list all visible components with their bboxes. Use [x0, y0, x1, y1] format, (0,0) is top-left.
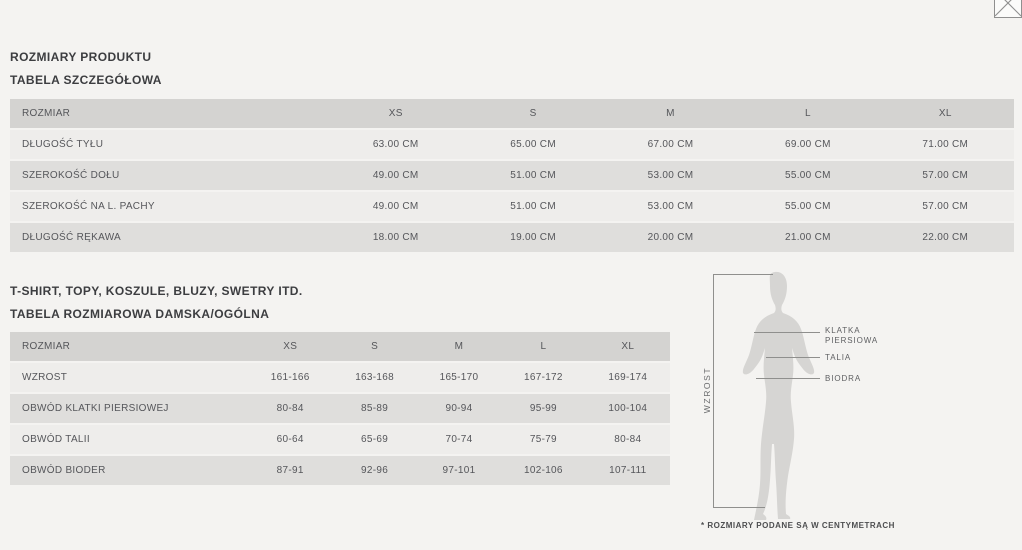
cell-value: 65-69	[361, 434, 389, 445]
cell-value: 49.00 CM	[372, 201, 419, 212]
cell-value: 18.00 CM	[372, 232, 419, 243]
cell-value: 69.00 CM	[785, 139, 831, 150]
cell-value: 67.00 CM	[647, 139, 694, 150]
chest-leader-line	[754, 332, 820, 333]
hips-leader-line	[756, 378, 820, 379]
cell-value: 97-101	[442, 465, 476, 476]
row-label: SZEROKOŚĆ DOŁU	[22, 170, 120, 181]
row-label: SZEROKOŚĆ NA L. PACHY	[22, 201, 155, 212]
cell-value: 75-79	[529, 434, 557, 445]
height-bracket-top-tick	[713, 274, 773, 275]
section2-title: T-SHIRT, TOPY, KOSZULE, BLUZY, SWETRY IT…	[10, 284, 303, 298]
row-label: OBWÓD BIODER	[22, 465, 106, 476]
column-header: XS	[283, 341, 298, 352]
height-bracket-line	[713, 274, 714, 508]
table-row: OBWÓD TALII 60-64 65-69 70-74 75-79 80-8…	[10, 425, 670, 454]
cell-value: 80-84	[614, 434, 642, 445]
cell-value: 53.00 CM	[647, 170, 694, 181]
column-header: S	[371, 341, 379, 352]
cell-value: 19.00 CM	[510, 232, 556, 243]
height-bracket-bottom-tick	[713, 507, 765, 508]
cell-value: 51.00 CM	[510, 170, 556, 181]
cell-value: 71.00 CM	[922, 139, 969, 150]
column-header: ROZMIAR	[22, 341, 71, 352]
table-row: DŁUGOŚĆ RĘKAWA 18.00 CM 19.00 CM 20.00 C…	[10, 223, 1014, 252]
cell-value: 63.00 CM	[372, 139, 419, 150]
column-header: M	[454, 341, 464, 352]
table-row: DŁUGOŚĆ TYŁU 63.00 CM 65.00 CM 67.00 CM …	[10, 130, 1014, 159]
cell-value: 80-84	[276, 403, 304, 414]
column-header: M	[666, 108, 675, 119]
row-label: OBWÓD KLATKI PIERSIOWEJ	[22, 403, 169, 414]
table-header-row: ROZMIAR XS S M L XL	[10, 332, 670, 361]
column-header: L	[540, 341, 547, 352]
cell-value: 51.00 CM	[510, 201, 556, 212]
cell-value: 49.00 CM	[372, 170, 419, 181]
cell-value: 95-99	[529, 403, 557, 414]
cell-value: 57.00 CM	[922, 201, 969, 212]
table-row: SZEROKOŚĆ DOŁU 49.00 CM 51.00 CM 53.00 C…	[10, 161, 1014, 190]
column-header: XL	[938, 108, 952, 119]
column-header: XL	[621, 341, 635, 352]
cell-value: 90-94	[445, 403, 473, 414]
product-sizes-table: ROZMIAR XS S M L XL DŁUGOŚĆ TYŁU 63.00 C…	[10, 99, 1014, 254]
cell-value: 85-89	[361, 403, 389, 414]
section1-subtitle: TABELA SZCZEGÓŁOWA	[10, 73, 162, 87]
row-label: DŁUGOŚĆ RĘKAWA	[22, 232, 122, 243]
cell-value: 20.00 CM	[647, 232, 694, 243]
row-label: OBWÓD TALII	[22, 434, 90, 445]
table-row: SZEROKOŚĆ NA L. PACHY 49.00 CM 51.00 CM …	[10, 192, 1014, 221]
column-header: XS	[388, 108, 403, 119]
height-axis-label: WZROST	[702, 366, 712, 414]
units-footnote: * ROZMIARY PODANE SĄ W CENTYMETRACH	[701, 521, 895, 530]
cell-value: 70-74	[445, 434, 473, 445]
cell-value: 107-111	[609, 465, 647, 476]
column-header: S	[529, 108, 537, 119]
cell-value: 161-166	[270, 372, 310, 383]
cell-value: 21.00 CM	[785, 232, 831, 243]
female-silhouette-image	[742, 271, 815, 520]
waist-leader-line	[766, 357, 820, 358]
table-row: OBWÓD BIODER 87-91 92-96 97-101 102-106 …	[10, 456, 670, 485]
row-label: DŁUGOŚĆ TYŁU	[22, 139, 104, 150]
cell-value: 100-104	[608, 403, 648, 414]
cell-value: 22.00 CM	[922, 232, 969, 243]
cell-value: 102-106	[523, 465, 563, 476]
cell-value: 165-170	[439, 372, 479, 383]
cell-value: 169-174	[608, 372, 648, 383]
row-label: WZROST	[22, 372, 68, 383]
section2-subtitle: TABELA ROZMIAROWA DAMSKA/OGÓLNA	[10, 307, 270, 321]
cell-value: 65.00 CM	[510, 139, 556, 150]
column-header: ROZMIAR	[22, 108, 71, 119]
cell-value: 53.00 CM	[647, 201, 694, 212]
section1-title: ROZMIARY PRODUKTU	[10, 50, 152, 64]
table-row: WZROST 161-166 163-168 165-170 167-172 1…	[10, 363, 670, 392]
close-button[interactable]	[994, 0, 1022, 18]
cell-value: 57.00 CM	[922, 170, 969, 181]
table-header-row: ROZMIAR XS S M L XL	[10, 99, 1014, 128]
cell-value: 167-172	[523, 372, 563, 383]
waist-label: TALIA	[825, 353, 852, 362]
cell-value: 163-168	[355, 372, 394, 383]
cell-value: 55.00 CM	[785, 170, 831, 181]
cell-value: 87-91	[276, 465, 304, 476]
cell-value: 55.00 CM	[785, 201, 831, 212]
general-size-table: ROZMIAR XS S M L XL WZROST 161-166 163-1…	[10, 332, 670, 487]
close-icon	[995, 0, 1021, 17]
cell-value: 60-64	[276, 434, 304, 445]
chest-label: KLATKA PIERSIOWA	[825, 326, 879, 345]
table-row: OBWÓD KLATKI PIERSIOWEJ 80-84 85-89 90-9…	[10, 394, 670, 423]
hips-label: BIODRA	[825, 374, 862, 383]
cell-value: 92-96	[361, 465, 389, 476]
column-header: L	[804, 108, 811, 119]
